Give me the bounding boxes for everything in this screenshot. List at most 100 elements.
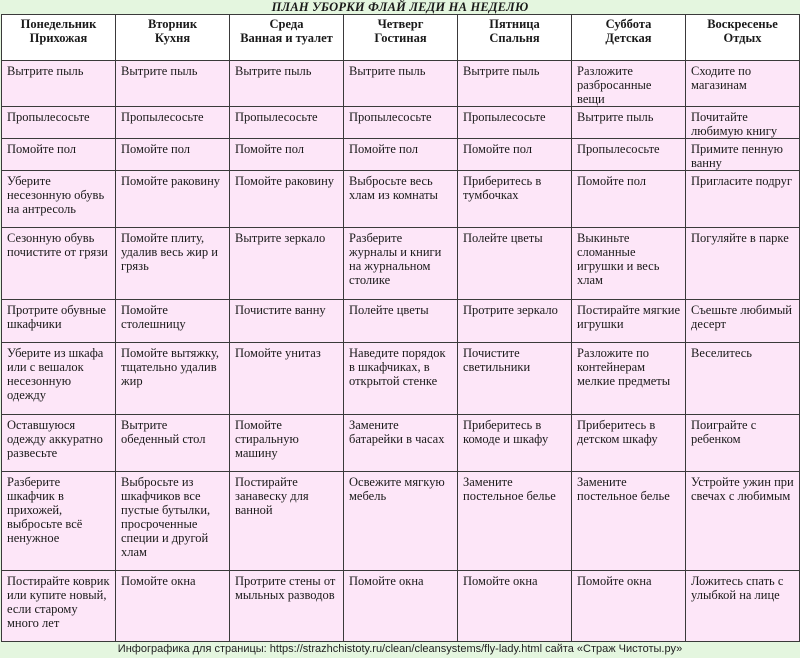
task-cell: Почистите светильники [457,342,572,415]
task-cell: Устройте ужин при свечах с любимым [685,471,800,571]
task-cell: Помойте стиральную машину [229,414,344,472]
task-cell: Помойте столешницу [115,299,230,343]
task-cell: Помойте раковину [229,170,344,228]
task-cell: Помойте вытяжку, тщательно удалив жир [115,342,230,415]
task-cell: Пропылесосьте [343,106,458,139]
task-cell: Уберите несезонную обувь на антресоль [1,170,116,228]
task-cell: Приберитесь в комоде и шкафу [457,414,572,472]
task-cell: Помойте пол [571,170,686,228]
column-header: Воскресенье Отдых [685,14,800,61]
column-header: Понедельник Прихожая [1,14,116,61]
task-cell: Примите пенную ванну [685,138,800,171]
task-cell: Помойте плиту, удалив весь жир и грязь [115,227,230,300]
task-cell: Выбросьте весь хлам из комнаты [343,170,458,228]
task-cell: Почистите ванну [229,299,344,343]
task-cell: Помойте пол [343,138,458,171]
header-row: Понедельник Прихожая Вторник Кухня Среда Ва… [1,14,800,61]
task-cell: Пропылесосьте [571,138,686,171]
zone-name: Ванная и туалет [240,31,333,45]
task-cell: Вытрите пыль [571,106,686,139]
table-row: Пропылесосьте Пропылесосьте Пропылесосьт… [1,106,800,139]
table-row: Оставшуюся одежду аккуратно развесьте Вы… [1,414,800,472]
task-cell: Наведите порядок в шкафчиках, в открытой… [343,342,458,415]
task-cell: Пропылесосьте [1,106,116,139]
table-row: Сезонную обувь почистите от грязи Помойт… [1,227,800,300]
task-cell: Выкиньте сломанные игрушки и весь хлам [571,227,686,300]
column-header: Вторник Кухня [115,14,230,61]
source-caption: Инфографика для страницы: https://strazh… [117,643,683,655]
day-name: Воскресенье [707,17,778,31]
day-name: Вторник [147,17,198,31]
task-cell: Замените батарейки в часах [343,414,458,472]
task-cell: Сезонную обувь почистите от грязи [1,227,116,300]
table-row: Помойте пол Помойте пол Помойте пол Помо… [1,138,800,171]
task-cell: Пропылесосьте [115,106,230,139]
task-cell: Пропылесосьте [229,106,344,139]
task-cell: Вытрите пыль [343,60,458,107]
table-row: Вытрите пыль Вытрите пыль Вытрите пыль В… [1,60,800,107]
task-cell: Вытрите зеркало [229,227,344,300]
task-cell: Полейте цветы [457,227,572,300]
task-cell: Пригласите подруг [685,170,800,228]
task-cell: Поиграйте с ребенком [685,414,800,472]
task-cell: Полейте цветы [343,299,458,343]
task-cell: Замените постельное белье [571,471,686,571]
task-cell: Уберите из шкафа или с вешалок несезонну… [1,342,116,415]
task-cell: Приберитесь в детском шкафу [571,414,686,472]
task-cell: Протрите зеркало [457,299,572,343]
task-cell: Съешьте любимый десерт [685,299,800,343]
zone-name: Гостиная [374,31,427,45]
task-cell: Веселитесь [685,342,800,415]
task-cell: Погуляйте в парке [685,227,800,300]
task-cell: Помойте пол [1,138,116,171]
task-cell: Постирайте мягкие игрушки [571,299,686,343]
task-cell: Помойте пол [457,138,572,171]
task-cell: Пропылесосьте [457,106,572,139]
column-header: Среда Ванная и туалет [229,14,344,61]
zone-name: Прихожая [29,31,88,45]
task-cell: Ложитесь спать с улыбкой на лице [685,570,800,642]
table-row: Уберите несезонную обувь на антресоль По… [1,170,800,228]
zone-name: Отдых [723,31,762,45]
task-cell: Помойте унитаз [229,342,344,415]
task-cell: Выбросьте из шкафчиков все пустые бутылк… [115,471,230,571]
task-cell: Постирайте коврик или купите новый, если… [1,570,116,642]
task-cell: Вытрите обеденный стол [115,414,230,472]
task-cell: Разберите журналы и книги на журнальном … [343,227,458,300]
task-cell: Вытрите пыль [457,60,572,107]
task-cell: Помойте пол [229,138,344,171]
task-cell: Протрите стены от мыльных разводов [229,570,344,642]
task-cell: Протрите обувные шкафчики [1,299,116,343]
task-cell: Освежите мягкую мебель [343,471,458,571]
day-name: Суббота [605,17,652,31]
day-name: Среда [269,17,304,31]
task-cell: Оставшуюся одежду аккуратно развесьте [1,414,116,472]
zone-name: Детская [605,31,652,45]
zone-name: Кухня [154,31,191,45]
column-header: Суббота Детская [571,14,686,61]
task-cell: Помойте окна [343,570,458,642]
zone-name: Спальня [489,31,540,45]
column-header: Четверг Гостиная [343,14,458,61]
task-cell: Почитайте любимую книгу [685,106,800,139]
task-cell: Приберитесь в тумбочках [457,170,572,228]
table-row: Постирайте коврик или купите новый, если… [1,570,800,642]
task-cell: Помойте раковину [115,170,230,228]
table-row: Уберите из шкафа или с вешалок несезонну… [1,342,800,415]
day-name: Пятница [489,17,540,31]
task-cell: Помойте пол [115,138,230,171]
day-name: Четверг [377,17,424,31]
task-cell: Вытрите пыль [115,60,230,107]
task-cell: Помойте окна [457,570,572,642]
day-name: Понедельник [20,17,97,31]
task-cell: Разберите шкафчик в прихожей, выбросьте … [1,471,116,571]
task-cell: Помойте окна [571,570,686,642]
task-cell: Разложите разбросанные вещи [571,60,686,107]
table-row: Протрите обувные шкафчики Помойте столеш… [1,299,800,343]
table-row: Разберите шкафчик в прихожей, выбросьте … [1,471,800,571]
page-title: ПЛАН УБОРКИ ФЛАЙ ЛЕДИ НА НЕДЕЛЮ [271,0,529,14]
task-cell: Вытрите пыль [229,60,344,107]
task-cell: Помойте окна [115,570,230,642]
task-cell: Постирайте занавеску для ванной [229,471,344,571]
